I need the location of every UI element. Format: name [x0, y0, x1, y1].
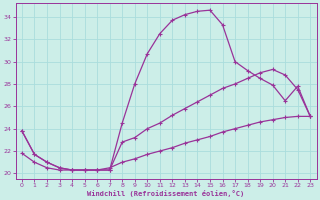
X-axis label: Windchill (Refroidissement éolien,°C): Windchill (Refroidissement éolien,°C): [87, 190, 245, 197]
